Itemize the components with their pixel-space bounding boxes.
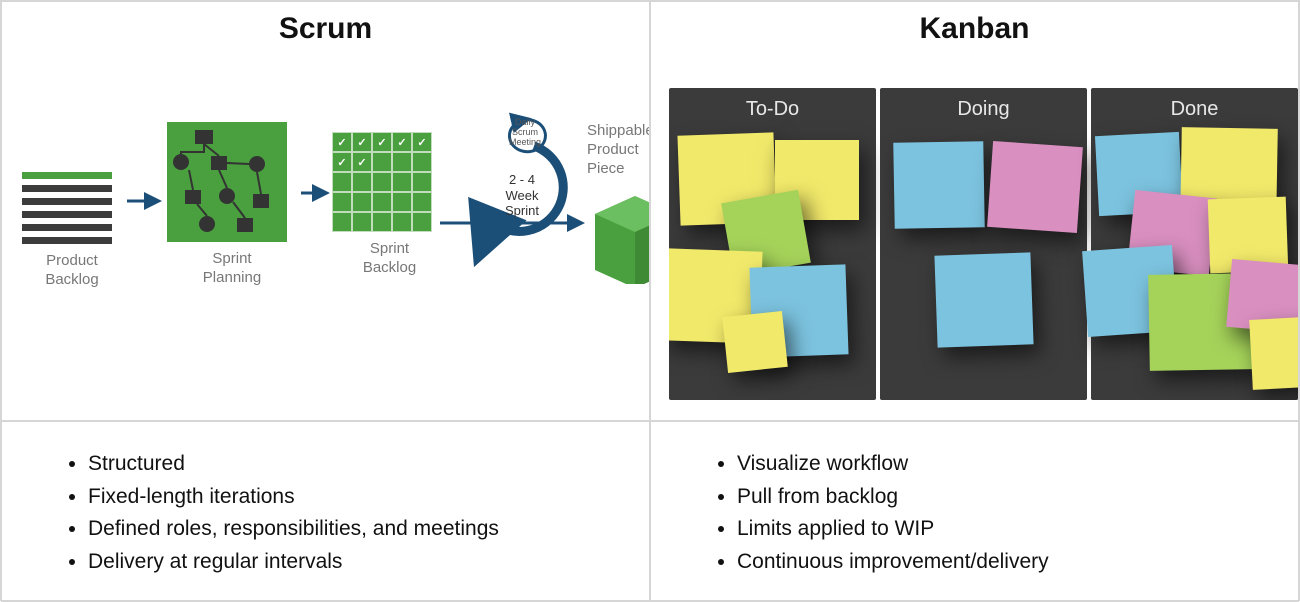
kanban-column: Done [1091, 88, 1298, 400]
bullet-item: Continuous improvement/delivery [737, 546, 1258, 579]
daily-scrum-label: DailyScrumMeeting [509, 118, 541, 148]
scrum-title: Scrum [2, 2, 649, 46]
stage-sprint-backlog: ✓✓✓✓✓✓✓ SprintBacklog [332, 132, 447, 278]
sprint-backlog-icon: ✓✓✓✓✓✓✓ [332, 132, 432, 232]
shippable-label: ShippableProductPiece [587, 122, 650, 178]
bullet-item: Delivery at regular intervals [88, 546, 609, 579]
sprint-planning-icon [167, 122, 287, 242]
kanban-bullets: Visualize workflowPull from backlogLimit… [651, 422, 1298, 578]
bullet-item: Defined roles, responsibilities, and mee… [88, 513, 609, 546]
stage-sprint-cycle: DailyScrumMeeting 2 - 4WeekSprint [457, 102, 607, 277]
bullet-item: Visualize workflow [737, 448, 1258, 481]
sprint-backlog-label: SprintBacklog [332, 240, 447, 278]
kanban-column: Doing [880, 88, 1087, 400]
kanban-column-title: Doing [880, 88, 1087, 121]
kanban-column: To-Do [669, 88, 876, 400]
sticky-note [1249, 316, 1298, 390]
stage-shippable: ShippableProductPiece [587, 122, 650, 289]
kanban-column-title: To-Do [669, 88, 876, 121]
scrum-bullets: StructuredFixed-length iterationsDefined… [2, 422, 649, 578]
stage-sprint-planning: SprintPlanning [167, 122, 297, 288]
stage-product-backlog: ProductBacklog [22, 172, 122, 290]
scrum-bullets-cell: StructuredFixed-length iterationsDefined… [1, 421, 650, 602]
product-backlog-label: ProductBacklog [22, 252, 122, 290]
sticky-note [893, 141, 984, 229]
bullet-item: Pull from backlog [737, 481, 1258, 514]
sprint-length-label: 2 - 4WeekSprint [505, 172, 539, 219]
sprint-planning-label: SprintPlanning [167, 250, 297, 288]
kanban-bullets-cell: Visualize workflowPull from backlogLimit… [650, 421, 1299, 602]
product-backlog-icon [22, 172, 112, 244]
scrum-diagram: ProductBacklog [2, 92, 649, 332]
kanban-column-title: Done [1091, 88, 1298, 121]
sticky-note [722, 311, 788, 373]
bullet-item: Fixed-length iterations [88, 481, 609, 514]
comparison-grid: Scrum ProductBacklog [0, 0, 1300, 601]
bullet-item: Structured [88, 448, 609, 481]
kanban-board: To-DoDoingDone [669, 88, 1298, 400]
arrow-icon [125, 192, 165, 210]
kanban-title: Kanban [651, 2, 1298, 46]
scrum-panel: Scrum ProductBacklog [1, 1, 650, 421]
sticky-note [934, 252, 1033, 347]
arrow-icon [299, 184, 333, 202]
bullet-item: Limits applied to WIP [737, 513, 1258, 546]
cube-icon [587, 184, 650, 284]
sticky-note [987, 141, 1083, 233]
kanban-panel: Kanban To-DoDoingDone [650, 1, 1299, 421]
